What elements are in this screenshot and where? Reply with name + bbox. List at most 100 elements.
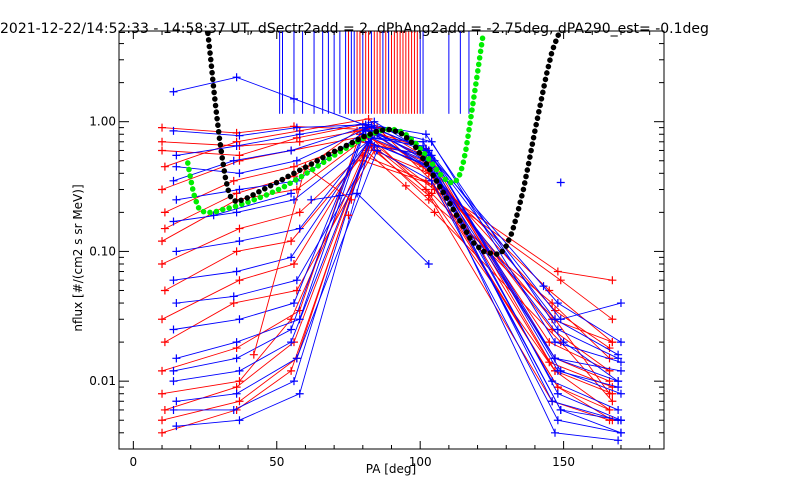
data-point-red (421, 185, 430, 194)
data-point-blue (172, 422, 181, 431)
data-point-extra (287, 189, 296, 198)
data-point-red (229, 176, 238, 185)
data-point-red (605, 389, 614, 398)
data-point-blue (232, 267, 241, 276)
data-point-red (160, 286, 169, 295)
series-line-blue (176, 125, 622, 363)
data-point-red (158, 137, 167, 146)
data-point-blue (169, 126, 178, 135)
data-point-blue (169, 366, 178, 375)
x-axis-label: PA [deg] (366, 462, 416, 476)
data-point-red (295, 208, 304, 217)
data-point-blue (616, 428, 625, 437)
data-point-red (158, 389, 167, 398)
data-point-blue (235, 416, 244, 425)
data-point-blue (373, 146, 382, 155)
data-point-blue (556, 405, 565, 414)
data-point-red (235, 397, 244, 406)
data-point-extra (347, 195, 356, 204)
data-point-blue (232, 338, 241, 347)
data-point-blue (553, 389, 562, 398)
series-line-blue (176, 145, 622, 421)
series-line-red (161, 145, 610, 359)
data-point-blue (289, 299, 298, 308)
data-point-blue (614, 383, 623, 392)
data-point-red (158, 366, 167, 375)
series-line-blue (173, 133, 619, 382)
data-point-blue (169, 87, 178, 96)
data-point-blue (235, 366, 244, 375)
data-point-red (160, 405, 169, 414)
data-point-blue (235, 131, 244, 140)
data-point-blue (292, 123, 301, 132)
data-point-blue (614, 350, 623, 359)
data-point-isolated (401, 181, 410, 190)
chart-title: 2021-12-22/14:52:33 - 14:58:37 UT, dSect… (0, 21, 709, 37)
data-point-red (160, 224, 169, 233)
data-point-red (287, 237, 296, 246)
data-point-blue (169, 405, 178, 414)
data-point-extra (307, 195, 316, 204)
data-point-red (158, 428, 167, 437)
data-point-blue (235, 185, 244, 194)
data-point-blue (229, 405, 238, 414)
series-line-blue (173, 137, 619, 421)
data-point-blue (616, 389, 625, 398)
data-point-blue (551, 315, 559, 324)
data-point-blue (427, 137, 436, 146)
data-point-red (158, 123, 167, 132)
data-point-blue (287, 325, 296, 334)
data-point-isolated (539, 282, 548, 291)
data-point-red (295, 137, 304, 146)
data-point-blue (424, 146, 433, 155)
data-point-blue (287, 338, 296, 347)
data-point-red (235, 377, 244, 386)
data-point-red (424, 191, 433, 200)
data-point-red (608, 276, 617, 285)
data-point-red (605, 405, 614, 414)
data-point-blue (172, 354, 181, 363)
data-point-red (158, 237, 167, 246)
data-point-red (292, 286, 301, 295)
data-point-blue (616, 299, 625, 308)
data-point-isolated (556, 178, 565, 187)
data-point-red (287, 366, 296, 375)
series-line-extra (213, 192, 292, 216)
data-point-blue (172, 162, 181, 171)
data-point-red (158, 146, 167, 155)
series-line-red (161, 141, 610, 394)
data-point-blue (287, 253, 296, 262)
data-point-blue (229, 292, 238, 301)
fit-curve-green (185, 31, 487, 216)
data-point-blue (614, 436, 623, 445)
data-point-red (158, 315, 167, 324)
data-point-blue (292, 354, 301, 363)
data-point-red (289, 259, 298, 268)
data-point-blue (232, 208, 241, 217)
axes: 0 50 100 150 0.01 0.10 1.00 (89, 30, 664, 469)
x-tick-label: 150 (552, 455, 575, 469)
data-point-blue (289, 94, 298, 103)
data-point-red (232, 247, 241, 256)
data-point-blue (172, 195, 181, 204)
data-point-blue (614, 405, 623, 414)
data-point-blue (295, 130, 304, 139)
data-point-blue (553, 366, 562, 375)
y-tick-label: 1.00 (89, 115, 116, 129)
data-point-blue (292, 156, 301, 165)
data-point-blue (295, 224, 304, 233)
data-point-blue (235, 237, 244, 246)
data-point-blue (548, 397, 557, 406)
data-point-blue (287, 146, 296, 155)
data-point-blue (367, 122, 376, 131)
fit-curves (185, 31, 564, 258)
series-line-extra (311, 192, 430, 265)
data-point-red (605, 366, 614, 375)
series-line-blue (173, 133, 619, 356)
data-point-red (235, 276, 244, 285)
data-point-blue (172, 151, 181, 160)
plot-area (158, 31, 625, 445)
data-point-red (608, 315, 617, 324)
data-point-blue (229, 156, 238, 165)
